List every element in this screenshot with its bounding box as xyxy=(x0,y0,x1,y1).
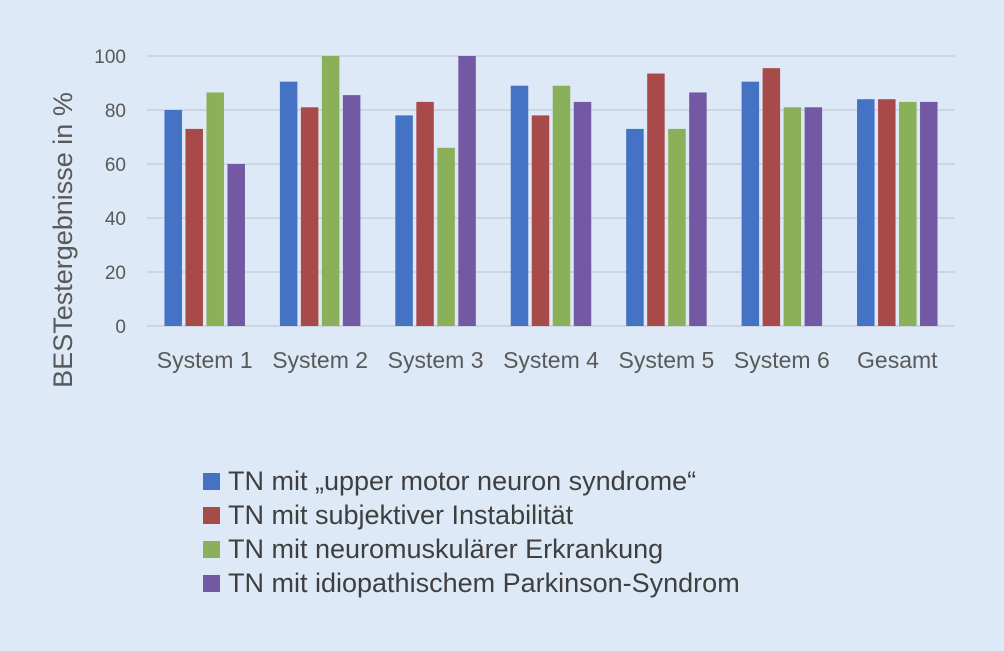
bar xyxy=(626,128,644,326)
x-tick-label: Gesamt xyxy=(857,347,938,373)
bar xyxy=(878,99,896,326)
legend-label: TN mit subjektiver Instabilität xyxy=(228,500,574,530)
bar xyxy=(552,85,571,326)
bar xyxy=(300,107,319,326)
legend-item: TN mit neuromuskulärer Erkrankung xyxy=(203,532,740,566)
x-tick-label: System 4 xyxy=(503,347,599,373)
bar xyxy=(920,101,938,327)
legend-swatch xyxy=(203,540,220,558)
bar xyxy=(279,81,298,327)
y-tick-label: 20 xyxy=(105,263,126,284)
bar xyxy=(668,128,686,326)
bar xyxy=(458,56,476,326)
bar xyxy=(227,164,245,326)
bar xyxy=(342,95,361,327)
y-tick-label: 60 xyxy=(105,155,126,176)
bar xyxy=(437,147,455,326)
bar xyxy=(899,101,917,327)
y-tick-label: 0 xyxy=(115,317,126,338)
legend-item: TN mit subjektiver Instabilität xyxy=(203,498,740,532)
bar xyxy=(573,101,592,327)
x-tick-label: System 2 xyxy=(272,347,368,373)
legend-swatch xyxy=(203,506,220,524)
x-tick-label: System 1 xyxy=(157,347,253,373)
legend-label: TN mit neuromuskulärer Erkrankung xyxy=(228,534,664,564)
bar xyxy=(206,92,224,326)
y-tick-label: 100 xyxy=(94,47,126,68)
y-tick-label: 80 xyxy=(105,101,126,122)
bar xyxy=(762,68,781,327)
x-tick-label: System 6 xyxy=(734,347,830,373)
bar xyxy=(416,101,434,327)
bar xyxy=(783,107,802,326)
legend: TN mit „upper motor neuron syndrome“ TN m… xyxy=(203,464,740,600)
bar xyxy=(647,73,665,326)
bar xyxy=(185,128,203,326)
legend-swatch xyxy=(203,574,220,592)
bar xyxy=(531,115,550,327)
x-tick-label: System 3 xyxy=(388,347,484,373)
bar xyxy=(395,115,413,327)
legend-label: TN mit „upper motor neuron syndrome“ xyxy=(228,466,697,496)
bar xyxy=(321,56,340,326)
legend-item: TN mit „upper motor neuron syndrome“ xyxy=(203,464,740,498)
bar xyxy=(804,107,823,326)
bar xyxy=(164,110,182,326)
bar xyxy=(857,99,875,326)
legend-item: TN mit idiopathischem Parkinson-Syndrom xyxy=(203,566,740,600)
x-tick-label: System 5 xyxy=(618,347,714,373)
bar xyxy=(510,85,529,326)
legend-swatch xyxy=(203,472,220,490)
legend-label: TN mit idiopathischem Parkinson-Syndrom xyxy=(228,568,740,598)
y-axis-label: BESTestergebnisse in % xyxy=(48,92,78,388)
bar xyxy=(741,81,760,327)
bar xyxy=(689,92,707,326)
y-tick-label: 40 xyxy=(105,209,126,230)
